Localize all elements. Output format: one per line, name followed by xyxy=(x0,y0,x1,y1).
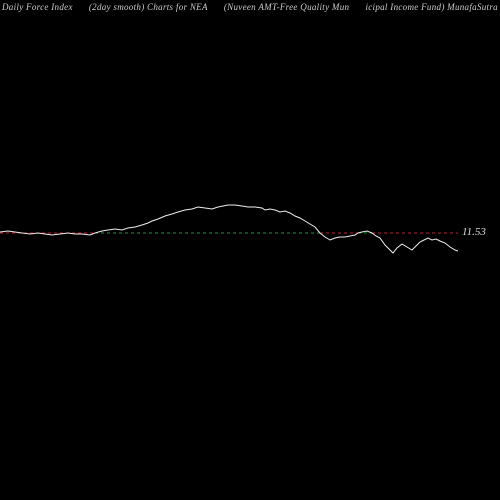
chart-area: 11.53 xyxy=(0,0,500,500)
price-value-label: 11.53 xyxy=(462,226,486,238)
chart-svg xyxy=(0,0,500,500)
price-line xyxy=(0,205,458,253)
